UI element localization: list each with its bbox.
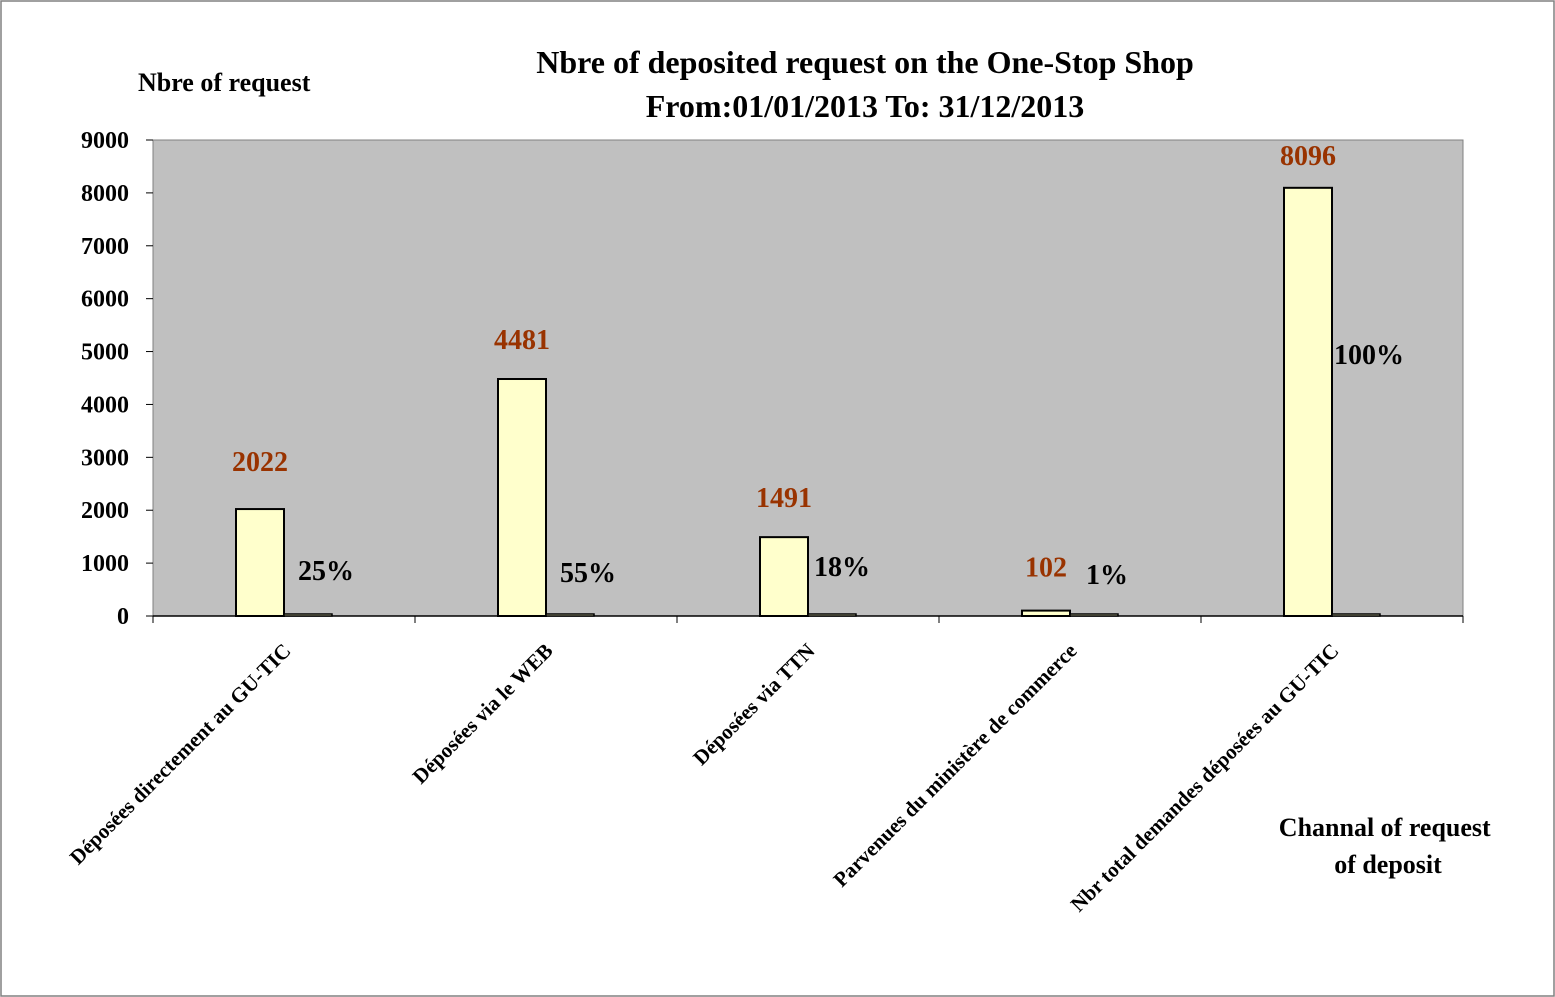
y-tick-label: 4000 xyxy=(81,392,129,418)
y-axis: 0 1000 2000 3000 4000 5000 6000 7000 8000 9000 xyxy=(81,128,153,630)
x-axis-title-line-2: of deposit xyxy=(1334,850,1442,879)
y-tick-label: 8000 xyxy=(81,181,129,207)
x-axis-title: Channal of request of deposit xyxy=(1279,813,1497,879)
y-tick-label: 3000 xyxy=(81,445,129,471)
y-tick-label: 7000 xyxy=(81,234,129,260)
chart-title: Nbre of deposited request on the One-Sto… xyxy=(536,44,1194,80)
bars xyxy=(235,186,1381,618)
bar-percent xyxy=(1331,613,1381,617)
value-label: 102 xyxy=(1025,553,1067,584)
y-tick-label: 1000 xyxy=(81,551,129,577)
bar-percent xyxy=(283,613,333,617)
y-axis-title: Nbre of request xyxy=(138,68,311,97)
percent-label: 1% xyxy=(1086,560,1128,591)
percent-label: 55% xyxy=(560,558,616,589)
y-tick-label: 2000 xyxy=(81,498,129,524)
y-tick-label: 6000 xyxy=(81,287,129,313)
y-tick-label: 9000 xyxy=(81,128,129,154)
bar xyxy=(235,508,285,617)
value-label: 2022 xyxy=(232,447,288,478)
bar xyxy=(759,536,809,617)
bar-percent xyxy=(1069,613,1119,617)
value-label: 4481 xyxy=(494,325,550,356)
value-label: 1491 xyxy=(756,483,812,514)
bar xyxy=(1283,186,1333,617)
bar xyxy=(497,378,547,617)
y-tick-label: 5000 xyxy=(81,340,129,366)
chart-subtitle: From:01/01/2013 To: 31/12/2013 xyxy=(646,88,1085,124)
percent-label: 100% xyxy=(1334,340,1404,371)
bar-percent xyxy=(545,613,595,617)
bar xyxy=(1021,609,1071,618)
x-axis-title-line-1: Channal of request xyxy=(1279,813,1491,842)
percent-label: 25% xyxy=(298,556,354,587)
value-label: 8096 xyxy=(1280,141,1336,172)
bar-percent xyxy=(807,613,857,617)
y-tick-label: 0 xyxy=(117,604,129,630)
data-labels: 2022 25% 4481 55% 1491 18% 102 1% 8096 100% xyxy=(232,141,1404,591)
percent-label: 18% xyxy=(814,552,870,583)
